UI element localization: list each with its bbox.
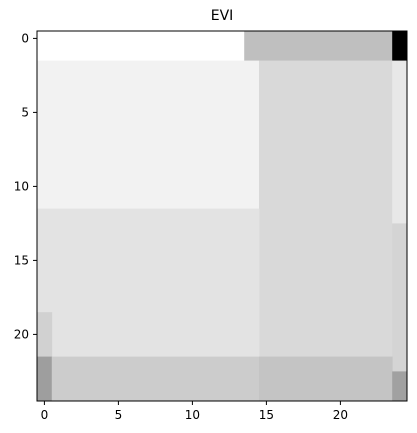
x-axis: 0 5 10 15 20 (41, 401, 348, 422)
y-tick-label: 10 (14, 179, 29, 193)
y-tick-label: 5 (21, 105, 29, 119)
heatmap-cell-block-1 (244, 31, 393, 61)
heatmap-cells (37, 31, 408, 402)
heatmap-cell-block-0 (37, 31, 245, 61)
x-tick-label: 20 (333, 408, 348, 422)
heatmap-cell-block-8 (37, 312, 53, 357)
heatmap-cell-block-9 (37, 356, 53, 402)
y-tick-label: 15 (14, 253, 29, 267)
x-tick-label: 10 (185, 408, 200, 422)
heatmap-cell-block-4 (259, 60, 393, 402)
heatmap-cell-block-11 (259, 356, 393, 402)
x-tick-label: 5 (115, 408, 123, 422)
plot-frame (36, 30, 408, 402)
chart-title: EVI (211, 8, 234, 24)
x-tick-label: 0 (41, 408, 49, 422)
heatmap-cell-block-12 (392, 371, 408, 402)
heatmap-cell-block-7 (392, 223, 408, 372)
heatmap-cell-block-5 (392, 60, 408, 224)
heatmap-cell-block-6 (37, 208, 260, 357)
heatmap-cell-block-2 (392, 31, 408, 61)
y-axis: 0 5 10 15 20 (14, 31, 37, 341)
heatmap-cell-block-3 (37, 60, 260, 209)
y-tick-label: 0 (21, 31, 29, 45)
y-tick-label: 20 (14, 327, 29, 341)
x-tick-label: 15 (259, 408, 274, 422)
heatmap-cell-block-10 (51, 356, 260, 402)
